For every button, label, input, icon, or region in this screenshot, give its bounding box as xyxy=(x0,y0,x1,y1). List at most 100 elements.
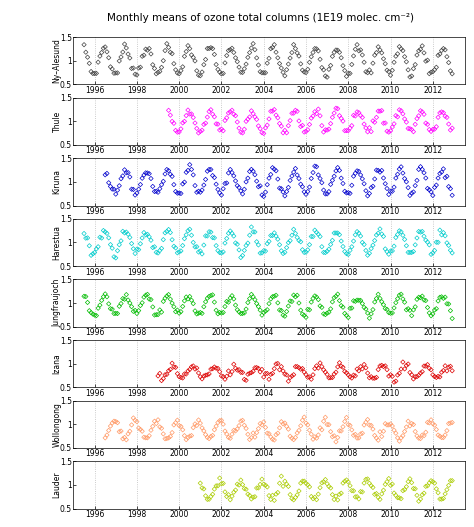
Point xyxy=(237,187,245,195)
Point xyxy=(235,365,243,374)
Point xyxy=(195,71,202,80)
Point xyxy=(438,292,446,301)
Point xyxy=(284,377,292,385)
Point xyxy=(193,421,201,430)
Point xyxy=(420,232,428,240)
Point xyxy=(302,313,310,321)
Point xyxy=(395,437,403,445)
Point xyxy=(181,235,188,243)
Point xyxy=(436,495,444,503)
Point xyxy=(262,307,269,315)
Point xyxy=(281,192,289,200)
Point xyxy=(158,244,165,252)
Point xyxy=(311,108,319,116)
Point xyxy=(265,115,273,123)
Point xyxy=(94,304,102,313)
Point xyxy=(429,419,437,428)
Point xyxy=(110,309,118,318)
Point xyxy=(124,230,132,238)
Point xyxy=(350,237,357,245)
Point xyxy=(210,485,218,493)
Point xyxy=(89,250,97,258)
Point xyxy=(413,114,421,123)
Point xyxy=(302,127,310,135)
Point xyxy=(251,228,259,236)
Point xyxy=(306,483,313,491)
Point xyxy=(350,52,357,60)
Point xyxy=(334,496,341,504)
Point xyxy=(357,487,365,496)
Point xyxy=(202,431,210,439)
Point xyxy=(147,295,155,304)
Point xyxy=(315,364,322,372)
Point xyxy=(387,247,394,255)
Point xyxy=(209,291,217,299)
Point xyxy=(163,370,171,378)
Point xyxy=(345,313,352,321)
Point xyxy=(408,479,416,487)
Point xyxy=(184,42,192,50)
Point xyxy=(337,362,345,370)
Point xyxy=(374,436,382,444)
Point xyxy=(445,419,453,428)
Point xyxy=(345,478,352,486)
Point xyxy=(411,241,419,249)
Point xyxy=(244,298,252,307)
Point xyxy=(253,428,260,437)
Point xyxy=(309,168,317,177)
Point xyxy=(163,434,171,443)
Point xyxy=(378,361,385,369)
Point xyxy=(426,241,433,249)
Point xyxy=(390,426,398,434)
Point xyxy=(160,56,167,65)
Point xyxy=(197,188,204,197)
Point xyxy=(249,292,257,301)
Point xyxy=(408,419,416,428)
Point xyxy=(369,59,377,67)
Point xyxy=(140,51,148,60)
Point xyxy=(360,120,368,128)
Point xyxy=(415,165,422,173)
Point xyxy=(92,69,100,77)
Point xyxy=(260,308,267,317)
Point xyxy=(260,480,267,489)
Point xyxy=(355,109,363,117)
Point xyxy=(325,245,333,253)
Point xyxy=(353,434,361,442)
Point xyxy=(207,105,215,114)
Point xyxy=(126,299,134,307)
Point xyxy=(306,426,313,434)
Point xyxy=(419,165,426,173)
Point xyxy=(308,174,315,183)
Point xyxy=(330,294,338,302)
Point xyxy=(383,305,391,314)
Point xyxy=(85,241,93,250)
Point xyxy=(341,66,348,75)
Point xyxy=(357,232,365,240)
Point xyxy=(209,44,217,53)
Point xyxy=(283,480,291,489)
Point xyxy=(304,246,311,254)
Point xyxy=(276,306,283,314)
Point xyxy=(352,493,359,501)
Point xyxy=(197,479,204,487)
Point xyxy=(255,424,262,433)
Point xyxy=(295,426,303,435)
Point xyxy=(395,227,403,235)
Point xyxy=(420,48,428,57)
Point xyxy=(318,303,326,311)
Point xyxy=(301,68,308,76)
Point xyxy=(365,374,373,382)
Point xyxy=(346,304,354,313)
Point xyxy=(339,62,347,70)
Point xyxy=(392,298,400,307)
Point xyxy=(434,372,442,380)
Point xyxy=(343,476,350,484)
Point xyxy=(188,296,195,305)
Point xyxy=(441,362,449,370)
Point xyxy=(345,69,352,77)
Point xyxy=(323,247,331,256)
Point xyxy=(392,429,400,437)
Point xyxy=(323,309,331,317)
Point xyxy=(105,233,112,242)
